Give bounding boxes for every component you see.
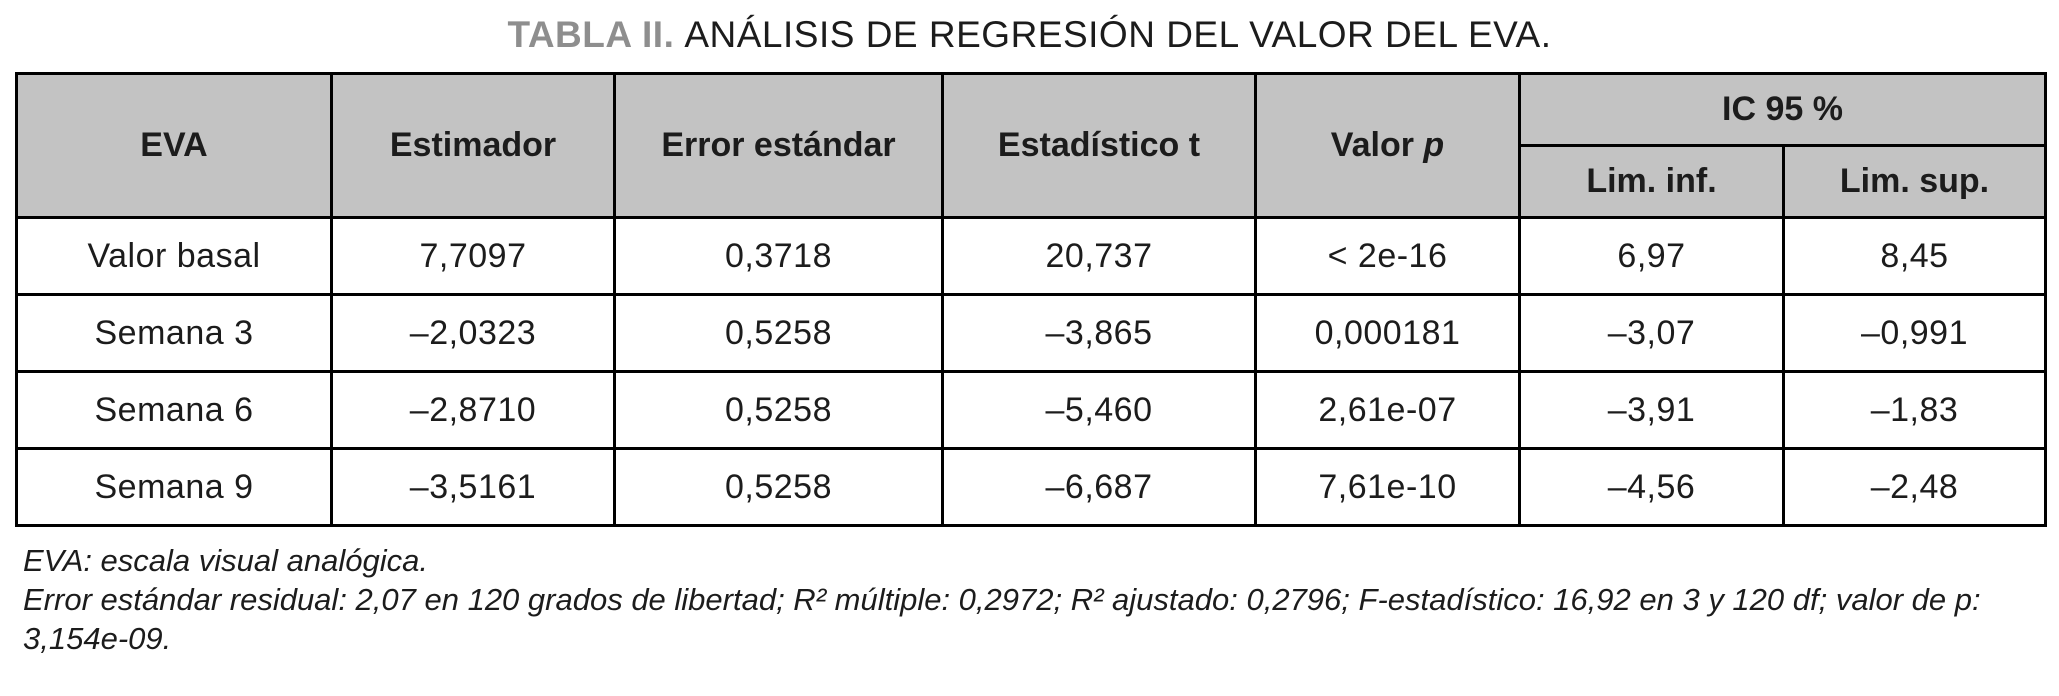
cell-p: < 2e-16 bbox=[1254, 216, 1521, 296]
cell-estimador: 7,7097 bbox=[330, 216, 616, 296]
cell-eva: Semana 6 bbox=[15, 370, 333, 450]
cell-error: 0,5258 bbox=[613, 447, 944, 527]
valor-p-italic: p bbox=[1423, 126, 1445, 164]
cell-eva: Valor basal bbox=[15, 216, 333, 296]
cell-t: –5,460 bbox=[941, 370, 1257, 450]
cell-estimador: –2,0323 bbox=[330, 293, 616, 373]
cell-p: 0,000181 bbox=[1254, 293, 1521, 373]
cell-lim-inf: –3,07 bbox=[1518, 293, 1785, 373]
col-header-lim-sup: Lim. sup. bbox=[1781, 144, 2048, 219]
col-header-eva: EVA bbox=[15, 72, 333, 219]
cell-lim-sup: –2,48 bbox=[1781, 447, 2048, 527]
cell-p: 7,61e-10 bbox=[1254, 447, 1521, 527]
cell-estimador: –2,8710 bbox=[330, 370, 616, 450]
footnotes: EVA: escala visual analógica. Error está… bbox=[15, 541, 2029, 658]
table-row: Semana 3 –2,0323 0,5258 –3,865 0,000181 … bbox=[15, 293, 2048, 373]
header-row-sub: Lim. inf. Lim. sup. bbox=[17, 144, 2048, 219]
cell-error: 0,5258 bbox=[613, 293, 944, 373]
footnote-line-2: Error estándar residual: 2,07 en 120 gra… bbox=[23, 582, 1981, 656]
footnote-line-1: EVA: escala visual analógica. bbox=[23, 543, 428, 578]
cell-lim-inf: –3,91 bbox=[1518, 370, 1785, 450]
regression-table: EVA Estimador Error estándar Estadístico… bbox=[15, 72, 2048, 527]
cell-p: 2,61e-07 bbox=[1254, 370, 1521, 450]
table-row: Semana 9 –3,5161 0,5258 –6,687 7,61e-10 … bbox=[15, 447, 2048, 527]
cell-lim-inf: 6,97 bbox=[1518, 216, 1785, 296]
col-header-estadistico-t: Estadístico t bbox=[941, 72, 1257, 219]
cell-t: 20,737 bbox=[941, 216, 1257, 296]
cell-eva: Semana 9 bbox=[15, 447, 333, 527]
cell-error: 0,5258 bbox=[613, 370, 944, 450]
col-header-error-estandar: Error estándar bbox=[613, 72, 944, 219]
cell-lim-sup: –0,991 bbox=[1781, 293, 2048, 373]
valor-p-prefix: Valor bbox=[1330, 126, 1414, 164]
table-row: Semana 6 –2,8710 0,5258 –5,460 2,61e-07 … bbox=[15, 370, 2048, 450]
cell-lim-sup: –1,83 bbox=[1781, 370, 2048, 450]
header-row-main: EVA Estimador Error estándar Estadístico… bbox=[15, 72, 2048, 219]
table-title-text: ANÁLISIS DE REGRESIÓN DEL VALOR DEL EVA. bbox=[684, 14, 1552, 55]
cell-eva: Semana 3 bbox=[15, 293, 333, 373]
cell-lim-sup: 8,45 bbox=[1781, 216, 2048, 296]
col-header-ic95: IC 95 % bbox=[1517, 72, 2048, 147]
col-header-estimador: Estimador bbox=[330, 72, 616, 219]
col-header-lim-inf: Lim. inf. bbox=[1518, 144, 1785, 219]
cell-t: –3,865 bbox=[941, 293, 1257, 373]
cell-t: –6,687 bbox=[941, 447, 1257, 527]
table-title-label: TABLA II. bbox=[507, 14, 675, 55]
col-header-valor-p: Valor p bbox=[1254, 72, 1521, 219]
table-row: Valor basal 7,7097 0,3718 20,737 < 2e-16… bbox=[15, 216, 2048, 296]
cell-lim-inf: –4,56 bbox=[1518, 447, 1785, 527]
table-title: TABLA II. ANÁLISIS DE REGRESIÓN DEL VALOR… bbox=[15, 14, 2044, 56]
cell-estimador: –3,5161 bbox=[330, 447, 616, 527]
cell-error: 0,3718 bbox=[613, 216, 944, 296]
